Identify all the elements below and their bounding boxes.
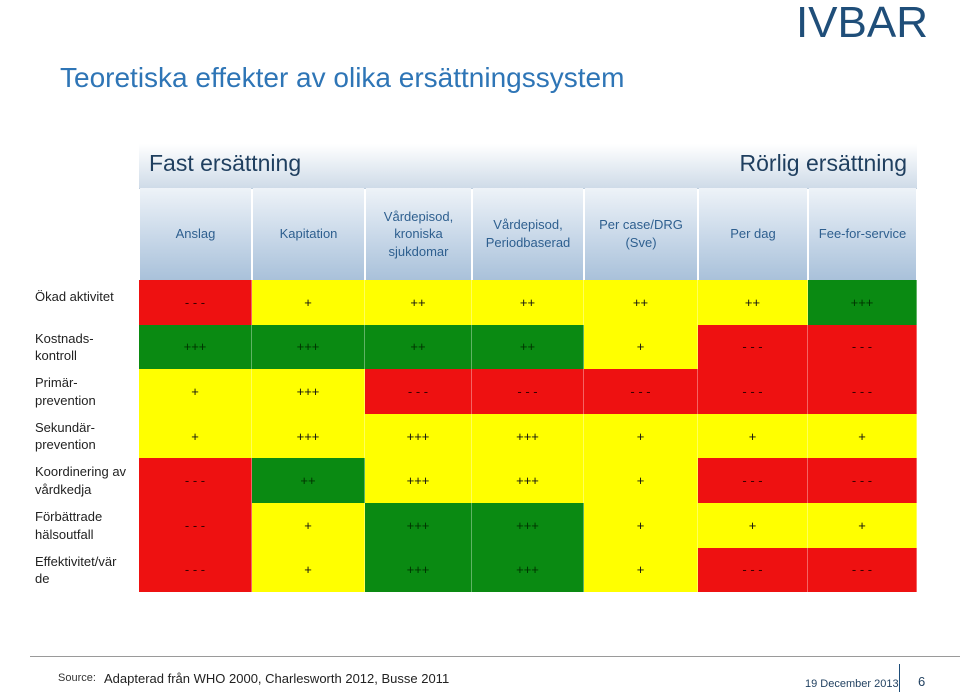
matrix-cell: - - - (139, 280, 252, 325)
matrix-cell: - - - (472, 369, 584, 414)
page-number: 6 (918, 674, 926, 689)
matrix-cell: +++ (472, 458, 584, 503)
matrix-cell: - - - (808, 324, 917, 370)
column-header-4: Vårdepisod, Periodbaserad (473, 188, 583, 280)
matrix-cell: +++ (252, 369, 365, 414)
footer-vertical-divider (899, 664, 900, 692)
scale-fixed-label: Fast ersättning (149, 150, 302, 176)
matrix-cell: + (808, 503, 917, 548)
row-label: Sekundär- prevention (35, 419, 96, 453)
source-label: Source: (58, 672, 96, 684)
matrix-cell: ++ (252, 458, 365, 503)
column-header-5: Per case/DRG (Sve) (585, 188, 697, 280)
matrix-cell: - - - (139, 458, 252, 503)
slide-title: Teoretiska effekter av olika ersättnings… (60, 62, 625, 93)
matrix-cell: + (252, 280, 365, 325)
matrix-cell: + (698, 413, 808, 459)
matrix-cell: + (139, 369, 252, 414)
matrix-cell: + (139, 413, 252, 459)
matrix-cell: - - - (698, 369, 808, 414)
matrix-cell: +++ (139, 324, 252, 370)
matrix-cell: +++ (808, 280, 917, 325)
matrix-cell: - - - (584, 369, 698, 414)
matrix-cell: - - - (139, 503, 252, 548)
footer-divider (30, 656, 960, 657)
column-header-2: Kapitation (253, 188, 364, 280)
brand-logo-text: IVBAR (795, 0, 928, 47)
matrix-cell: ++ (472, 324, 584, 370)
matrix-cell: - - - (698, 547, 808, 593)
column-header-7: Fee-for-service (809, 188, 916, 280)
matrix-cell: - - - (808, 458, 917, 503)
row-label: Primär- prevention (35, 375, 96, 408)
matrix-cell: + (584, 324, 698, 370)
matrix-cell: + (584, 547, 698, 593)
matrix-cell: - - - (365, 369, 472, 414)
matrix-cell: - - - (698, 324, 808, 370)
matrix-cell: + (698, 503, 808, 548)
matrix-cell: + (584, 413, 698, 459)
matrix-cell: +++ (472, 413, 584, 459)
column-header-1: Anslag (140, 188, 251, 280)
matrix-cell: - - - (698, 458, 808, 503)
matrix-cell: +++ (472, 503, 584, 548)
matrix-cell: ++ (472, 280, 584, 325)
matrix-cell: ++ (365, 280, 472, 325)
scale-variable-label: Rörlig ersättning (739, 150, 907, 176)
row-label: Koordinering av vårdkedja (35, 464, 127, 497)
matrix-cell: + (808, 413, 917, 459)
matrix-cell: + (584, 458, 698, 503)
matrix-cell: ++ (698, 280, 808, 325)
matrix-cell: +++ (472, 547, 584, 593)
matrix-cell: + (252, 503, 365, 548)
row-label: Förbättrade hälsoutfall (35, 509, 103, 542)
matrix-cell: + (584, 503, 698, 548)
column-header-6: Per dag (699, 188, 807, 280)
matrix-cell: +++ (365, 413, 472, 459)
matrix-cell: +++ (252, 324, 365, 370)
matrix-cell: +++ (365, 547, 472, 593)
source-text: Adapterad från WHO 2000, Charlesworth 20… (104, 671, 450, 686)
slide-date: 19 December 2013 (805, 678, 899, 690)
matrix-cell: ++ (584, 280, 698, 325)
matrix-cell: - - - (808, 369, 917, 414)
matrix-cell: + (252, 547, 365, 593)
matrix-cell: +++ (365, 503, 472, 548)
payment-scale-band: Fast ersättning Rörlig ersättning (139, 144, 917, 189)
matrix-cell: +++ (365, 458, 472, 503)
matrix-cell: - - - (808, 547, 917, 593)
row-label: Effektivitet/vär de (35, 553, 117, 587)
matrix-cell: ++ (365, 324, 472, 370)
column-header-3: Vårdepisod, kroniska sjukdomar (366, 188, 471, 280)
row-label: Kostnads- kontroll (35, 330, 94, 364)
matrix-cell: +++ (252, 413, 365, 459)
matrix-cell: - - - (139, 547, 252, 593)
row-label: Ökad aktivitet (35, 289, 114, 304)
